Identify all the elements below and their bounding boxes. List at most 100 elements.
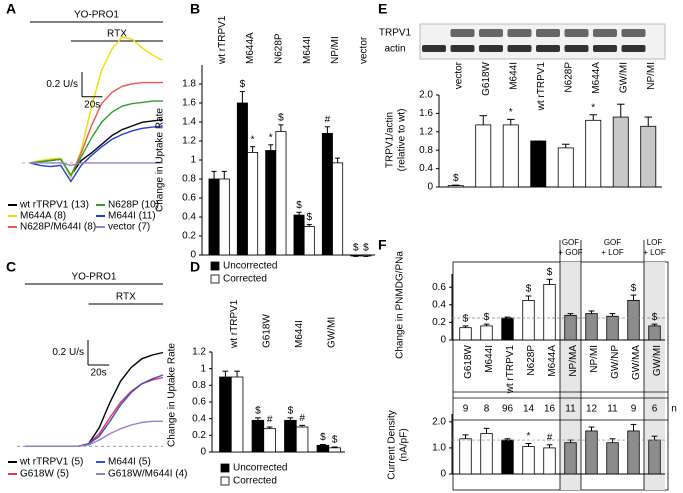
scale-label-x: 20s (91, 368, 107, 379)
bar (459, 438, 472, 475)
significance-marker: * (527, 431, 531, 442)
blot-label: TRPV1 (379, 28, 412, 39)
bar (543, 284, 556, 341)
y-tick-label: 1.6 (419, 108, 433, 119)
bar (648, 325, 661, 341)
legend-swatch (210, 274, 220, 284)
y-tick-label: 1.2 (182, 136, 196, 147)
y-tick-label: 1.0 (432, 443, 446, 454)
trace (29, 100, 163, 177)
y-tick-label: 0.4 (192, 413, 206, 424)
bar (219, 376, 232, 453)
group-label: LOF (647, 238, 663, 247)
category-label: G618W (261, 314, 272, 348)
legend-swatch (210, 261, 220, 271)
category-label: NP/MI (330, 36, 341, 64)
blot-label: actin (384, 44, 405, 55)
bar (218, 178, 230, 256)
bar (585, 313, 598, 341)
significance-marker: # (267, 415, 273, 426)
n-value: 14 (523, 404, 535, 415)
category-label: wt rTRPV1 (229, 299, 240, 349)
legend-label: G618W/M644I (4) (108, 469, 187, 480)
legend-label: vector (7) (108, 222, 150, 233)
blot-band (422, 45, 446, 52)
bar (627, 299, 640, 341)
y-tick-label: 1 (200, 363, 206, 374)
bar (284, 419, 297, 453)
y-tick-label: 1.6 (182, 98, 196, 109)
panel-letter: C (6, 259, 16, 275)
bar (543, 447, 556, 475)
y-tick-label: 0.6 (192, 397, 206, 408)
significance-marker: # (325, 114, 331, 125)
bar (459, 327, 472, 341)
significance-marker: $ (484, 312, 490, 323)
trace (25, 351, 164, 447)
y-tick-label: 1.2 (419, 126, 433, 137)
n-value: 12 (586, 404, 598, 415)
blot-band (593, 45, 617, 52)
bar (316, 444, 330, 453)
bar (606, 315, 619, 341)
legend-label: M644I (5) (108, 457, 151, 468)
y-tick-label: 0.2 (182, 231, 196, 242)
significance-marker: $ (463, 314, 469, 325)
significance-marker: * (509, 107, 513, 118)
category-label: M644I (484, 345, 495, 373)
category-label: G618W (481, 61, 492, 95)
legend-label: M644A (8) (20, 211, 66, 222)
blot-band (450, 45, 475, 52)
blot-band (621, 45, 646, 52)
category-label: vector (453, 61, 464, 89)
legend-label: G618W (5) (20, 469, 69, 480)
bar (585, 430, 598, 475)
bar (275, 131, 287, 256)
bar (501, 439, 514, 475)
significance-marker: $ (526, 284, 532, 295)
bar (230, 376, 244, 453)
blot-band (536, 45, 560, 52)
bar (360, 254, 372, 257)
significance-marker: # (299, 413, 305, 424)
category-label: N628P (526, 345, 537, 376)
category-label: M644I (294, 320, 305, 348)
bar (564, 314, 577, 341)
significance-marker: $ (320, 432, 326, 443)
bar (475, 124, 492, 188)
legend-label: N628P/M644I (8) (20, 222, 96, 233)
bar (251, 419, 265, 453)
y-tick-label: 1.8 (182, 79, 196, 90)
stimulus-label: YO-PRO1 (74, 10, 119, 21)
category-label: GW/NP (610, 345, 621, 379)
category-label: NP/MI (646, 62, 657, 90)
n-value: 9 (463, 404, 469, 415)
stimulus-label: YO-PRO1 (71, 272, 116, 283)
shade-lof-lof (644, 262, 665, 490)
significance-marker: * (591, 102, 595, 113)
panel-letter: F (378, 237, 387, 253)
legend-label: Uncorrected (223, 261, 277, 272)
bar (321, 132, 333, 256)
significance-marker: $ (332, 435, 338, 446)
blot-band (536, 29, 560, 37)
group-label: GOF (562, 238, 579, 247)
n-value: 96 (502, 404, 514, 415)
y-tick-label: 0.8 (182, 174, 196, 185)
legend-label: M644I (11) (108, 211, 156, 222)
y-axis-label: Change in Uptake Rate (167, 343, 178, 447)
y-tick-label: 0 (200, 447, 206, 458)
blot-band (507, 45, 532, 52)
significance-marker: $ (363, 243, 369, 254)
y-tick-label: 0.6 (432, 282, 446, 293)
bar (295, 426, 309, 453)
bar (522, 446, 535, 475)
category-label: M644I (302, 36, 313, 64)
n-value: 6 (652, 404, 658, 415)
y-axis-label: Current Density (387, 410, 398, 479)
significance-marker: # (547, 432, 553, 443)
y-axis-label: Change in PNMDG/PNa (395, 251, 406, 359)
bar (530, 140, 547, 188)
blot-band (450, 29, 475, 37)
bar (208, 178, 220, 256)
